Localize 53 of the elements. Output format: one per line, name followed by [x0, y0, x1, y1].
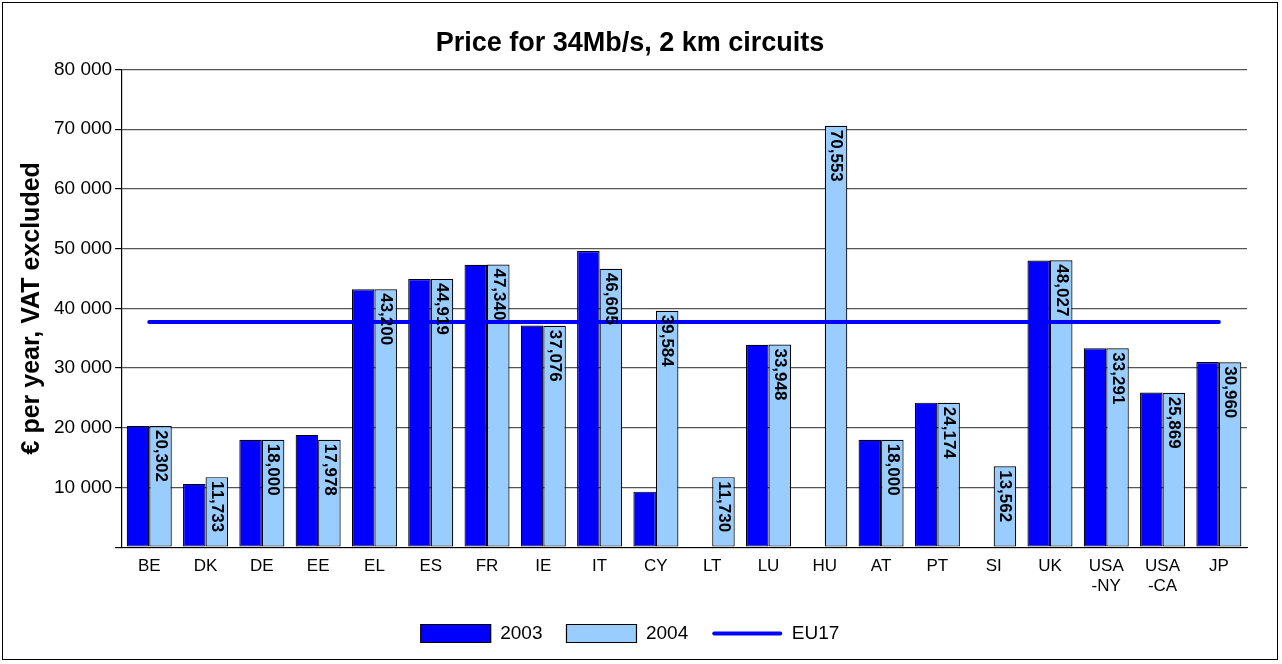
y-axis-title: € per year, VAT excluded [15, 162, 44, 455]
data-label: 48,027 [1052, 264, 1072, 317]
x-tick-label: UK [1038, 556, 1063, 576]
y-tick-label: 10 000 [53, 475, 113, 497]
x-tick-label: BE [137, 556, 161, 576]
x-tick-label: DE [250, 556, 274, 576]
data-label: 33,291 [1108, 352, 1128, 405]
data-label: 37,076 [545, 329, 565, 382]
x-tick-label: FR [475, 556, 499, 576]
x-tick-label: IE [535, 556, 552, 576]
data-label: 11,730 [714, 481, 734, 533]
x-tick-label: EE [306, 556, 330, 576]
x-tick-label: ES [419, 556, 443, 576]
y-tick-label: 60 000 [53, 177, 113, 199]
x-tick-label: USA -NY [1088, 556, 1125, 596]
y-tick-label: 50 000 [53, 236, 113, 258]
x-tick-label: HU [812, 556, 838, 576]
data-label: 11,733 [208, 481, 228, 533]
x-tick-label: LU [757, 556, 780, 576]
legend-label: EU17 [791, 621, 840, 643]
legend-label: 2004 [645, 621, 689, 643]
data-label: 70,553 [827, 129, 847, 182]
x-tick-label: PT [926, 556, 949, 576]
data-label: 24,174 [939, 406, 959, 460]
data-label: 33,948 [771, 348, 791, 401]
y-tick-label: 80 000 [53, 57, 113, 79]
data-label: 25,869 [1165, 396, 1185, 449]
x-tick-label: CY [644, 556, 668, 576]
x-tick-label: LT [702, 556, 722, 576]
x-tick-label: JP [1208, 556, 1229, 576]
data-label: 20,302 [151, 429, 171, 482]
y-tick-label: 40 000 [53, 296, 113, 318]
data-label: 18,000 [883, 443, 903, 496]
x-tick-label: SI [985, 556, 1002, 576]
data-label: 18,000 [264, 443, 284, 496]
y-tick-label: 30 000 [53, 356, 113, 378]
data-label: 43,200 [377, 293, 397, 346]
x-tick-label: AT [870, 556, 892, 576]
data-label: 47,340 [489, 268, 509, 321]
y-tick-label: 70 000 [53, 117, 113, 139]
data-label: 13,562 [996, 470, 1016, 523]
chart-title: Price for 34Mb/s, 2 km circuits [435, 26, 825, 57]
x-tick-label: EL [364, 556, 385, 576]
data-label: 46,605 [602, 272, 622, 325]
data-label: 30,960 [1221, 366, 1241, 419]
data-label: 44,919 [433, 282, 453, 335]
data-label: 39,584 [658, 314, 678, 368]
x-tick-label: DK [193, 556, 219, 576]
data-label: 17,978 [320, 443, 340, 496]
x-tick-label: IT [592, 556, 608, 576]
legend-label: 2003 [500, 621, 543, 643]
x-tick-label: USA -CA [1145, 556, 1181, 596]
y-tick-label: 20 000 [53, 415, 113, 437]
